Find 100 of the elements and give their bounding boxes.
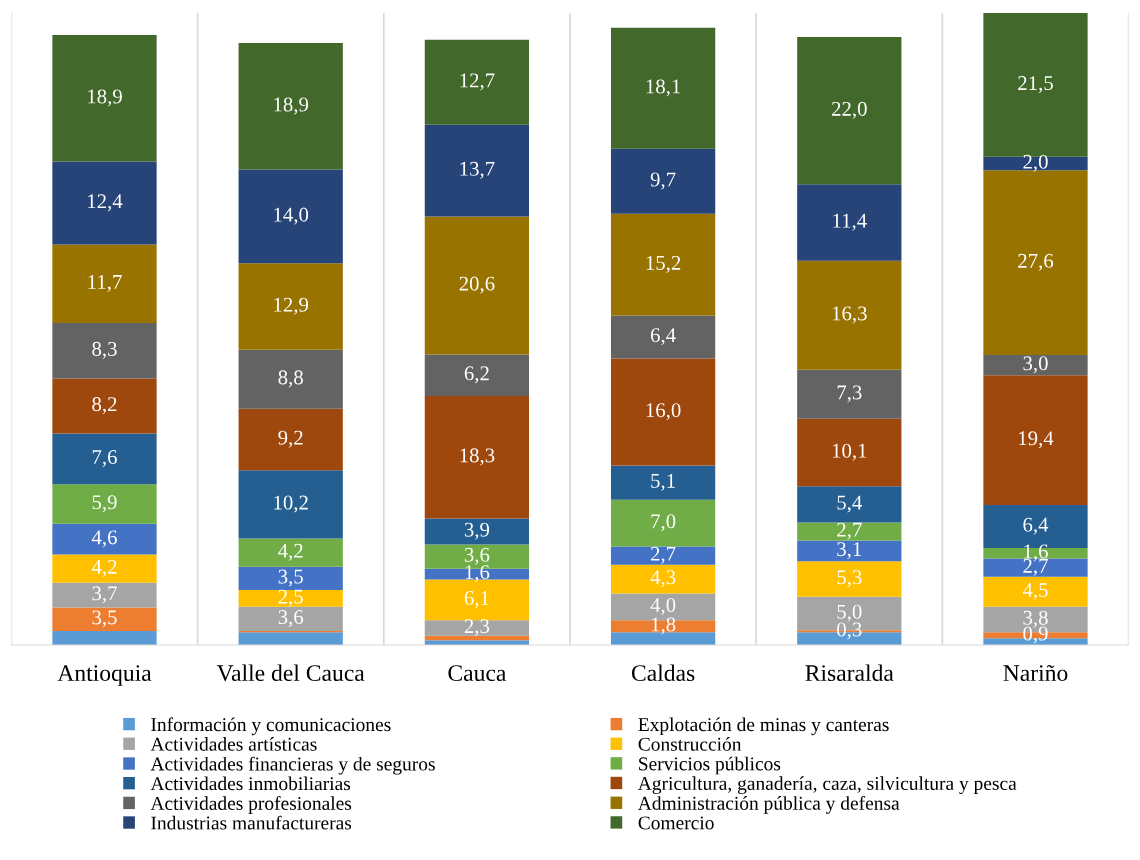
bar xyxy=(424,395,530,519)
bar xyxy=(238,169,343,264)
data-label: 4,3 xyxy=(650,570,676,588)
data-label: 4,2 xyxy=(278,543,303,561)
bar xyxy=(238,349,343,409)
data-label: 16,3 xyxy=(832,306,867,324)
data-label: 1,6 xyxy=(465,565,490,583)
data-label: 15,2 xyxy=(646,255,681,273)
bar xyxy=(238,590,343,607)
data-label: 13,7 xyxy=(460,161,495,179)
data-label: 5,4 xyxy=(837,495,862,513)
data-label: 12,4 xyxy=(88,194,123,212)
data-label: 3,8 xyxy=(1023,610,1048,628)
data-label: 20,6 xyxy=(459,276,495,294)
data-label: 19,4 xyxy=(1019,431,1054,449)
bar xyxy=(610,546,716,565)
bar xyxy=(610,499,716,547)
bar xyxy=(52,582,157,608)
x-tick-label: Valle del Cauca xyxy=(216,664,365,682)
legend-label: Industrias manufactureras xyxy=(151,815,352,830)
bar xyxy=(983,156,1088,171)
bar xyxy=(610,564,716,594)
bar xyxy=(52,244,157,323)
data-label: 7,0 xyxy=(651,514,676,532)
bar xyxy=(797,260,902,370)
data-label: 9,7 xyxy=(650,172,676,190)
bar xyxy=(983,355,1088,376)
data-label: 10,2 xyxy=(274,495,308,513)
data-label: 3,5 xyxy=(92,610,117,628)
legend-label: Construcción xyxy=(638,737,742,751)
x-tick-label: Cauca xyxy=(448,665,507,682)
data-label: 6,4 xyxy=(650,328,676,346)
bar xyxy=(983,576,1088,607)
legend-label: Actividades financieras y de seguros xyxy=(150,756,435,775)
bar xyxy=(238,263,343,350)
bar xyxy=(797,418,902,487)
bar xyxy=(52,378,157,434)
bar xyxy=(983,170,1088,356)
data-label: 3,9 xyxy=(464,522,490,540)
data-label: 27,6 xyxy=(1018,253,1054,271)
data-label: 4,0 xyxy=(650,597,676,616)
x-tick-label: Antioquia xyxy=(57,665,152,686)
bar xyxy=(238,470,343,539)
bar xyxy=(52,523,157,555)
data-label: 5,9 xyxy=(92,495,117,513)
data-label: 2,7 xyxy=(650,546,676,564)
data-label: 6,2 xyxy=(464,366,489,384)
bar xyxy=(983,375,1088,506)
data-label: 3,6 xyxy=(464,547,490,565)
data-label: 5,3 xyxy=(837,570,862,588)
x-tick-label: Risaralda xyxy=(805,664,894,682)
data-label: 4,2 xyxy=(91,559,117,577)
bar xyxy=(52,322,157,379)
data-label: 4,5 xyxy=(1022,583,1048,600)
data-label: 9,2 xyxy=(278,430,303,448)
bar xyxy=(238,566,343,591)
bar xyxy=(238,538,343,567)
data-label: 3,5 xyxy=(278,569,303,587)
bar xyxy=(610,148,716,214)
data-label: 4,6 xyxy=(91,530,117,548)
data-label: 10,1 xyxy=(832,443,867,461)
data-label: 8,8 xyxy=(278,370,303,388)
bar xyxy=(52,630,157,645)
bar xyxy=(424,216,530,355)
data-label: 12,9 xyxy=(274,297,309,315)
data-label: 3,1 xyxy=(837,542,862,560)
data-label: 11,7 xyxy=(88,275,122,292)
data-label: 18,1 xyxy=(646,79,681,97)
bar xyxy=(610,27,716,149)
bar xyxy=(52,35,157,162)
legend-label: Servicios públicos xyxy=(639,756,781,775)
legend-label: Comercio xyxy=(638,816,714,830)
data-label: 1,8 xyxy=(651,617,676,635)
bar xyxy=(238,606,343,631)
bar xyxy=(424,124,530,217)
bar xyxy=(797,540,902,562)
bar xyxy=(424,620,530,636)
data-label: 21,5 xyxy=(1018,76,1053,94)
legend-label: Agricultura, ganadería, caza, silvicultura y pesca xyxy=(637,776,1017,795)
data-label: 22,0 xyxy=(831,101,867,119)
bar xyxy=(797,37,902,185)
bar xyxy=(52,554,157,583)
bar xyxy=(797,486,902,523)
legend-label: Actividades inmobiliarias xyxy=(150,776,351,791)
data-label: 8,2 xyxy=(92,397,117,415)
legend-label: Administración pública y defensa xyxy=(637,795,900,814)
bar xyxy=(610,465,716,500)
data-label: 3,7 xyxy=(92,586,117,604)
legend-label: Explotación de minas y canteras xyxy=(638,717,889,736)
data-label: 2,3 xyxy=(464,619,490,637)
bar xyxy=(610,213,716,316)
legend-label: Actividades artísticas xyxy=(150,737,317,751)
bar xyxy=(424,39,530,125)
bar xyxy=(238,632,343,645)
bar xyxy=(52,161,157,245)
data-label: 2,0 xyxy=(1023,154,1048,172)
bar xyxy=(424,354,530,396)
data-label: 3,6 xyxy=(278,610,304,628)
data-label: 11,4 xyxy=(833,213,867,231)
bar xyxy=(52,607,157,631)
